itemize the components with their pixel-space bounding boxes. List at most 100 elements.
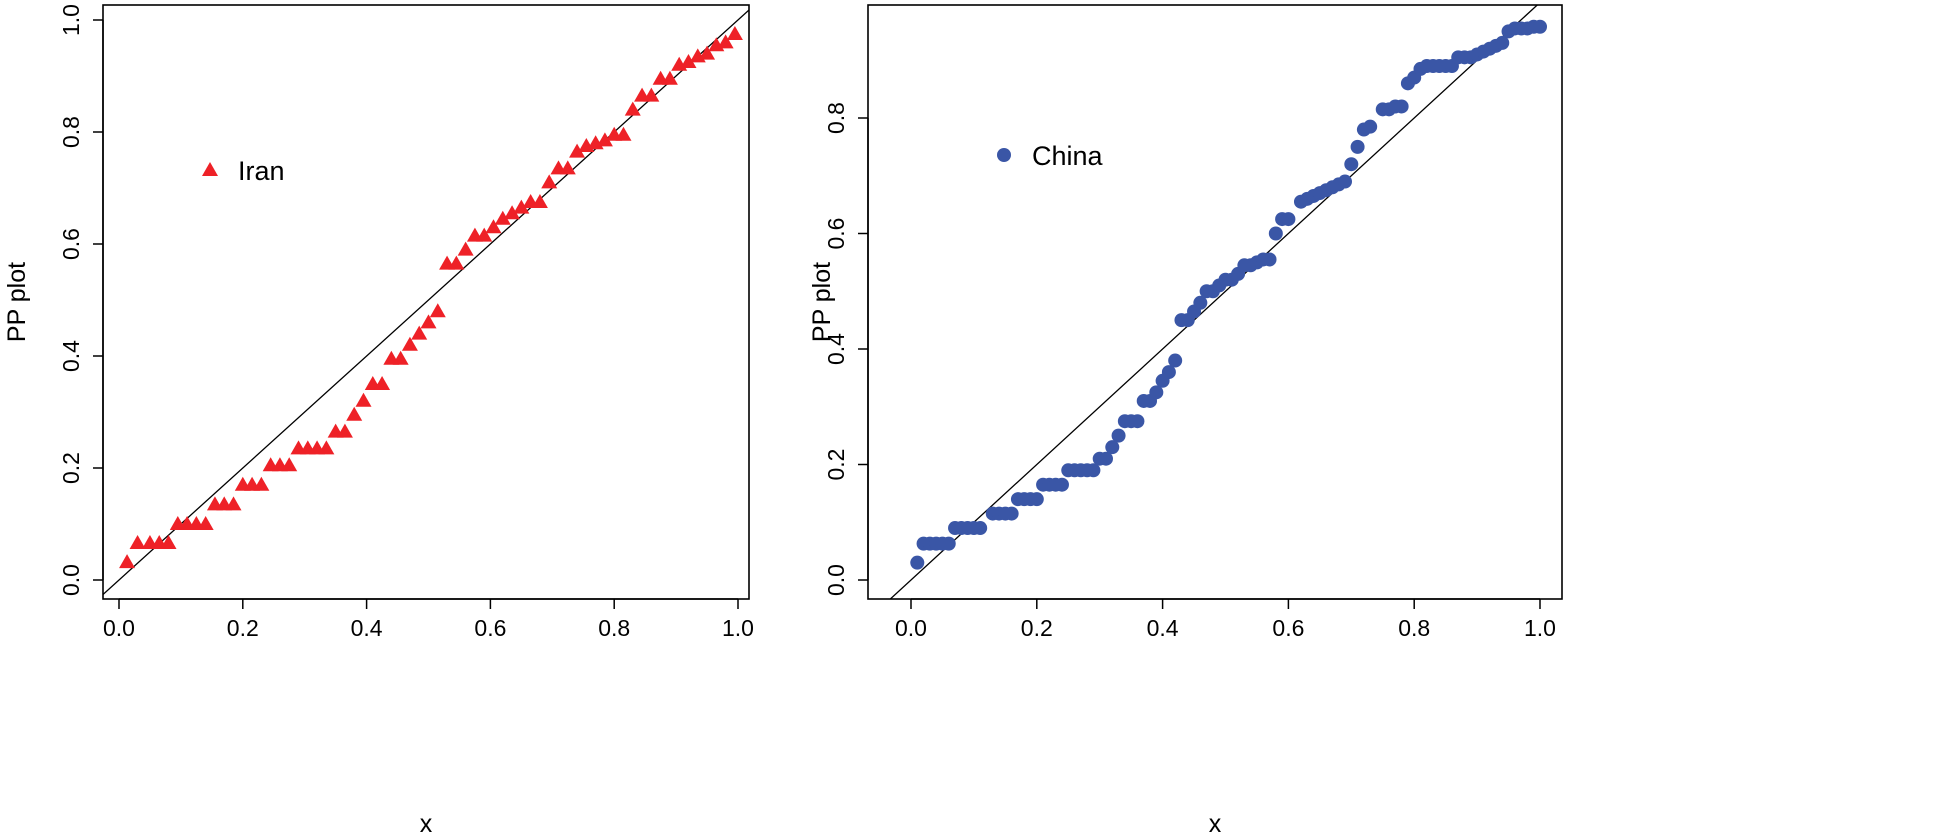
- x-tick-label: 0.8: [1398, 615, 1430, 641]
- data-point: [559, 160, 576, 175]
- data-point: [541, 174, 558, 189]
- reference-line: [103, 9, 749, 596]
- y-tick-label: 0.4: [823, 333, 849, 365]
- y-tick-label: 0.0: [58, 564, 84, 596]
- legend: Iran: [202, 156, 285, 186]
- data-point: [910, 555, 925, 570]
- y-tick-label: 0.4: [58, 340, 84, 372]
- data-point: [1394, 99, 1409, 114]
- y-tick-label: 0.2: [823, 449, 849, 481]
- data-point: [1086, 463, 1101, 478]
- data-point: [429, 303, 446, 318]
- data-point: [1149, 385, 1164, 400]
- data-point: [504, 205, 521, 220]
- x-tick-label: 0.4: [351, 615, 383, 641]
- data-point: [513, 199, 530, 214]
- x-tick-label: 0.0: [895, 615, 927, 641]
- data-point: [624, 101, 641, 116]
- y-tick-label: 0.8: [823, 102, 849, 134]
- y-tick-label: 0.6: [58, 228, 84, 260]
- legend-label: Iran: [238, 156, 285, 186]
- data-point: [1344, 157, 1359, 172]
- data-point: [448, 255, 465, 270]
- data-point: [717, 34, 734, 49]
- data-point: [346, 406, 363, 421]
- x-tick-label: 0.2: [227, 615, 259, 641]
- triangle-legend-marker: [202, 162, 218, 176]
- y-tick-label: 0.0: [823, 564, 849, 596]
- data-point: [129, 535, 146, 550]
- data-point: [1262, 252, 1277, 267]
- data-point: [355, 392, 372, 407]
- y-tick-label: 1.0: [58, 4, 84, 36]
- data-point: [726, 26, 743, 40]
- data-point: [476, 227, 493, 242]
- data-point: [1193, 295, 1208, 310]
- data-point: [119, 554, 136, 569]
- data-point: [392, 350, 409, 365]
- data-points: [910, 19, 1547, 570]
- data-point: [1168, 353, 1183, 368]
- y-axis-label: PP plot: [808, 262, 836, 342]
- data-point: [1111, 428, 1126, 443]
- data-point: [680, 54, 697, 68]
- data-point: [318, 440, 335, 455]
- legend-label: China: [1032, 141, 1104, 171]
- data-point: [1495, 35, 1510, 50]
- data-point: [569, 143, 586, 158]
- data-point: [160, 535, 177, 550]
- x-tick-label: 0.0: [103, 615, 135, 641]
- data-point: [401, 336, 418, 351]
- data-point: [596, 132, 613, 147]
- circle-legend-marker: [997, 148, 1011, 162]
- data-point: [197, 516, 214, 530]
- data-point: [1350, 139, 1365, 154]
- data-point: [1161, 365, 1176, 380]
- data-point: [374, 376, 391, 390]
- x-tick-label: 0.6: [474, 615, 506, 641]
- data-point: [1098, 451, 1113, 466]
- data-point: [1105, 440, 1120, 455]
- data-point: [485, 219, 502, 234]
- x-tick-label: 0.2: [1021, 615, 1053, 641]
- data-point: [281, 457, 298, 472]
- panel-china: 0.0 0.2 0.4 0.6 0.8 1.0 0.0 0.2 0.4 0.6 0.8 x PP plo…: [808, 4, 1563, 838]
- data-point: [253, 476, 270, 491]
- data-point: [615, 126, 632, 141]
- data-point: [531, 194, 548, 208]
- data-point: [643, 87, 660, 102]
- data-point: [1363, 119, 1378, 134]
- data-point: [973, 521, 988, 536]
- data-point: [1029, 492, 1044, 507]
- y-axis-label: PP plot: [3, 262, 31, 342]
- x-tick-label: 1.0: [722, 615, 754, 641]
- data-point: [457, 241, 474, 256]
- legend: China: [997, 141, 1104, 171]
- x-axis-label: x: [420, 810, 433, 838]
- data-point: [941, 536, 956, 551]
- data-point: [411, 325, 428, 340]
- y-tick-label: 0.2: [58, 452, 84, 484]
- data-point: [336, 423, 353, 438]
- data-point: [1338, 174, 1353, 189]
- data-point: [699, 45, 716, 60]
- x-tick-label: 0.6: [1272, 615, 1304, 641]
- y-tick-label: 0.6: [823, 218, 849, 250]
- data-point: [1281, 212, 1296, 227]
- data-point: [420, 314, 437, 329]
- data-point: [661, 70, 678, 85]
- x-tick-label: 0.4: [1147, 615, 1179, 641]
- plot-frame: [867, 4, 1563, 600]
- data-point: [225, 496, 242, 511]
- y-tick-label: 0.8: [58, 116, 84, 148]
- panel-iran: 0.0 0.2 0.4 0.6 0.8 1.0 0.0 0.2 0.4 0.6 0.8 1.0 x PP …: [3, 4, 754, 838]
- x-tick-label: 1.0: [1524, 615, 1556, 641]
- data-point: [1054, 477, 1069, 492]
- x-axis-label: x: [1209, 810, 1222, 838]
- data-point: [1533, 19, 1547, 34]
- data-points: [119, 26, 743, 569]
- data-point: [1004, 506, 1019, 521]
- data-point: [1268, 226, 1283, 241]
- x-tick-label: 0.8: [598, 615, 630, 641]
